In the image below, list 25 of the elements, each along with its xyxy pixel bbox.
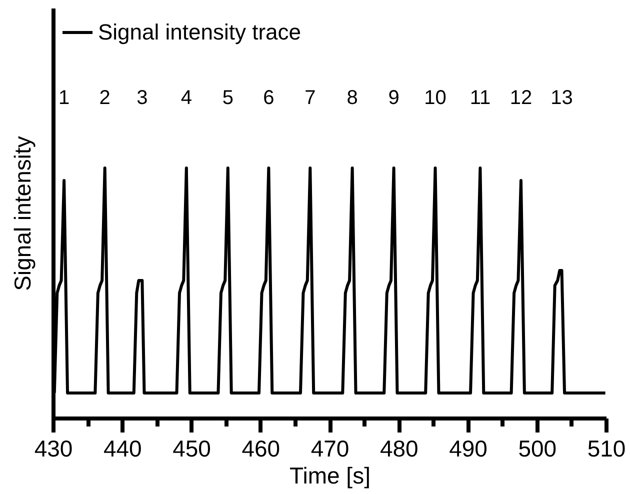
x-tick-label: 430: [34, 436, 73, 462]
text: 2: [99, 87, 110, 109]
x-tick-label: 450: [172, 436, 211, 462]
x-tick-label: 440: [103, 436, 142, 462]
x-axis-title: Time [s]: [290, 462, 370, 488]
text: 3: [136, 87, 148, 109]
x-tick-label: 460: [242, 436, 280, 462]
text: 5: [222, 87, 234, 109]
text: 12: [510, 87, 532, 109]
x-tick-label: 500: [518, 436, 557, 462]
x-tick-label: 470: [310, 436, 350, 462]
text: 4: [180, 87, 192, 109]
text: 8: [346, 87, 358, 109]
x-tick-label: 480: [380, 436, 418, 462]
x-tick-label: 510: [587, 436, 626, 462]
text: 9: [388, 87, 400, 109]
x-tick-label: 490: [449, 436, 488, 462]
legend-label: Signal intensity trace: [98, 20, 301, 44]
text: 10: [424, 87, 446, 109]
text: 7: [304, 87, 316, 109]
y-axis-title: Signal intensity: [10, 136, 36, 291]
text: 13: [550, 87, 573, 109]
text: 6: [263, 87, 274, 109]
text: 1: [58, 87, 70, 109]
text: 11: [470, 87, 491, 109]
